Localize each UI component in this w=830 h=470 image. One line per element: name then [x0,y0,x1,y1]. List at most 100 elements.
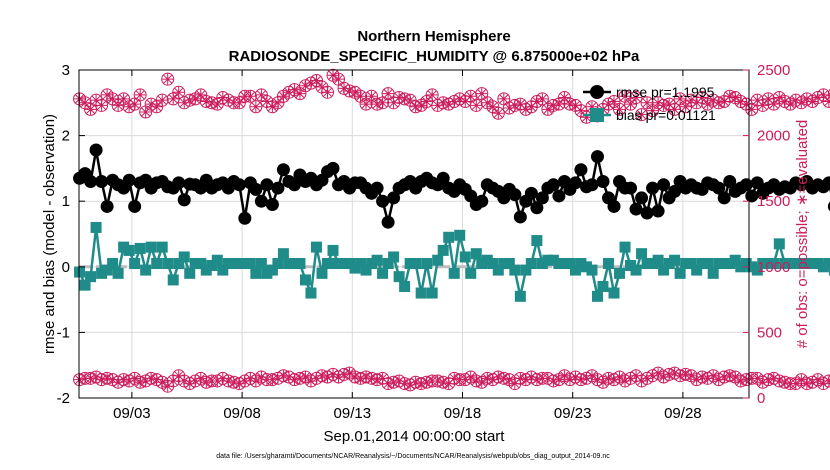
obs-possible-point [629,91,643,105]
obs-evaluated-point [377,372,389,384]
obs-evaluated-point [79,97,91,109]
obs-evaluated-point [96,374,108,386]
obs-evaluated-point [768,98,780,110]
obs-evaluated-point [553,98,565,110]
bias-point [586,264,598,276]
bias-point [470,248,482,260]
rmse-point [624,181,638,195]
rmse-point [436,171,450,185]
obs-evaluated-point [784,98,796,110]
obs-evaluated-point [674,93,686,105]
bias-point [140,264,152,276]
obs-evaluated-point [96,99,108,111]
obs-evaluated-point [426,89,438,101]
obs-possible-point [491,106,505,120]
rmse-point [524,186,538,200]
bias-point [255,258,267,270]
obs-evaluated-point [211,375,223,387]
obs-evaluated-point [525,101,537,113]
obs-evaluated-point [404,379,416,391]
bias-point [762,258,774,270]
obs-evaluated-point [410,376,422,388]
bias-point [266,264,278,276]
obs-evaluated-point [558,370,570,382]
obs-evaluated-point [261,374,273,386]
obs-evaluated-point [514,372,526,384]
obs-evaluated-point [625,372,637,384]
obs-evaluated-point [107,374,119,386]
obs-possible-point [425,88,439,102]
obs-evaluated-point [222,375,234,387]
rmse-point [232,178,246,192]
obs-evaluated-point [558,92,570,104]
rmse-point [827,201,830,212]
rmse-point [590,150,604,164]
obs-evaluated-point [773,375,785,387]
obs-possible-point [161,72,175,86]
obs-evaluated-point [724,90,736,102]
obs-evaluated-point [415,378,427,390]
obs-evaluated-point [266,101,278,113]
rmse-point [530,201,544,215]
bias-point [382,258,394,270]
obs-evaluated-point [377,97,389,109]
obs-evaluated-point [630,370,642,382]
bias-point [663,258,675,270]
x-axis-ticks: 09/03 09/08 09/13 09/18 09/23 09/28 [113,70,702,422]
bias-point [707,267,719,279]
bias-point [90,221,102,233]
chart-title: Northern Hemisphere [357,28,510,45]
bias-point [553,258,565,270]
obs-evaluated-point [399,93,411,105]
obs-evaluated-point [118,93,130,105]
obs-evaluated-point [261,95,273,107]
bias-point [658,264,670,276]
obs-evaluated-point [619,90,631,102]
rmse-point [84,175,98,189]
obs-evaluated-point [79,372,91,384]
obs-evaluated-point [696,92,708,104]
bias-point [459,251,471,263]
bias-point [399,280,411,292]
obs-evaluated-point [790,378,802,390]
obs-evaluated-point [476,376,488,388]
obs-evaluated-point [338,82,350,94]
obs-evaluated-point [344,367,356,379]
obs-evaluated-point [432,375,444,387]
obs-evaluated-point [586,370,598,382]
obs-evaluated-point [316,370,328,382]
obs-evaluated-point [658,371,670,383]
obs-evaluated-point [349,86,361,98]
rmse-point [657,178,671,192]
obs-evaluated-point [746,103,758,115]
series-3 [74,69,830,123]
bias-point [327,244,339,256]
obs-evaluated-point [184,378,196,390]
obs-evaluated-point [619,375,631,387]
bias-point [118,241,130,253]
bias-point [74,266,86,278]
obs-evaluated-point [542,103,554,115]
plot-frame [78,69,750,399]
obs-evaluated-point [200,95,212,107]
obs-evaluated-point [465,371,477,383]
bias-point [812,258,824,270]
obs-evaluated-point [757,99,769,111]
series-5 [74,367,830,392]
bias-point [520,264,532,276]
obs-evaluated-point [718,371,730,383]
bias-point [233,258,245,270]
obs-evaluated-point [173,86,185,98]
y-tick-label-5: 3 [62,62,70,79]
y-tick-label-4: 2 [62,128,70,145]
obs-evaluated-point [757,376,769,388]
bias-point [498,258,510,270]
rmse-point [668,184,682,198]
obs-evaluated-point [85,372,97,384]
obs-evaluated-point [812,374,824,386]
obs-evaluated-point [250,375,262,387]
obs-evaluated-point [536,372,548,384]
obs-evaluated-point [189,93,201,105]
obs-evaluated-point [663,98,675,110]
bias-point [145,241,157,253]
